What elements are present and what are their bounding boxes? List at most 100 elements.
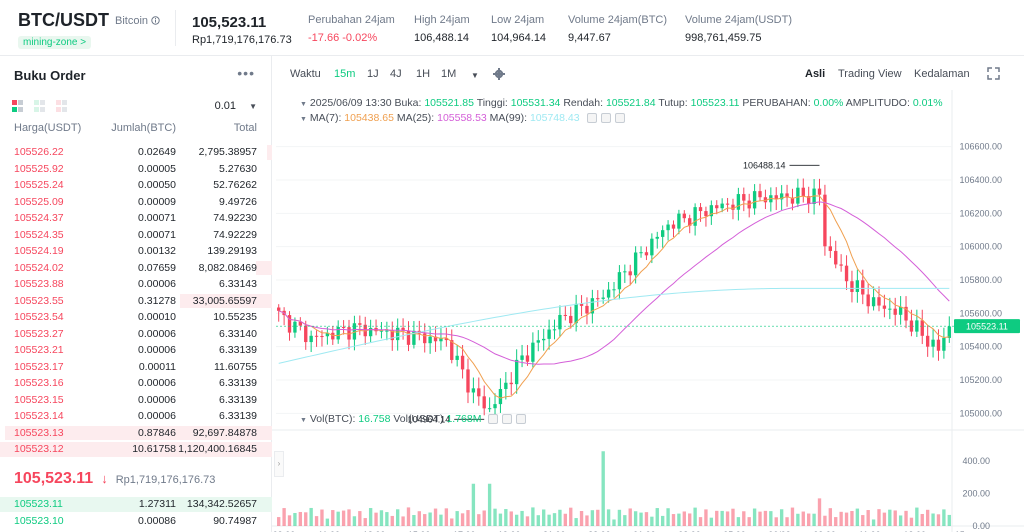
- ask-row[interactable]: 105524.35 0.00071 74.92229: [0, 227, 272, 244]
- ask-row[interactable]: 105523.55 0.31278 33,005.65597: [0, 293, 272, 310]
- candle-body: [736, 194, 741, 210]
- candle-body: [888, 308, 892, 310]
- volume-bar: [417, 511, 421, 526]
- volume-bar: [579, 511, 584, 526]
- ask-row[interactable]: 105523.12 10.61758 1,120,400.16845: [0, 441, 272, 458]
- row-total: 33,005.65597: [192, 294, 257, 307]
- time-label[interactable]: Waktu: [290, 68, 321, 80]
- chart-canvas[interactable]: 106600.00 106400.00 106200.00 106000.00 1058…: [272, 90, 1024, 532]
- interval-1j[interactable]: 1J: [367, 68, 379, 80]
- candle-body: [801, 187, 805, 197]
- candle-body: [277, 307, 281, 311]
- ask-row[interactable]: 105526.22 0.02649 2,795.38957: [0, 144, 272, 161]
- panel-collapse-handle[interactable]: ›: [274, 451, 284, 477]
- bid-row[interactable]: 105523.10 0.00086 90.74987: [0, 513, 272, 530]
- bids-view-icon[interactable]: [34, 100, 46, 112]
- ask-row[interactable]: 105523.17 0.00011 11.60755: [0, 359, 272, 376]
- info-icon[interactable]: [151, 16, 160, 25]
- time-tick-label: 11:00: [859, 530, 881, 532]
- ask-row[interactable]: 105523.88 0.00006 6.33143: [0, 276, 272, 293]
- indicator-close-icon[interactable]: [516, 414, 527, 425]
- ask-row[interactable]: 105523.15 0.00006 6.33139: [0, 392, 272, 409]
- volume-bar: [493, 508, 497, 526]
- candle-body: [817, 188, 822, 195]
- interval-15m[interactable]: 15m: [334, 68, 356, 80]
- fullscreen-icon[interactable]: [987, 67, 1000, 80]
- indicator-settings-icon[interactable]: [502, 414, 513, 425]
- candle-body: [947, 326, 951, 338]
- indicator-close-icon[interactable]: [614, 113, 625, 124]
- pair-title[interactable]: BTC/USDT Bitcoin: [18, 10, 160, 31]
- candle-body: [644, 252, 649, 256]
- indicator-visibility-icon[interactable]: [488, 414, 499, 425]
- legend-collapse-icon[interactable]: ▼: [300, 116, 307, 123]
- bid-row[interactable]: 105523.11 1.27311 134,342.52657: [0, 496, 272, 513]
- volume-bar: [693, 507, 697, 526]
- candle-body: [920, 320, 924, 336]
- volume-bar: [341, 510, 346, 526]
- change-label: PERUBAHAN:: [742, 97, 811, 109]
- mid-price[interactable]: 105,523.11 ↓ Rp1,719,176,176.73: [14, 470, 215, 488]
- zone-tag[interactable]: mining-zone >: [18, 36, 92, 49]
- precision-select[interactable]: 0.01 ▼: [215, 100, 257, 112]
- ask-row[interactable]: 105524.02 0.07659 8,082.08469: [0, 260, 272, 277]
- legend-collapse-icon[interactable]: ▼: [300, 417, 307, 424]
- row-price: 105524.37: [14, 212, 64, 224]
- candle-body: [309, 335, 313, 343]
- candle-body: [807, 196, 811, 204]
- time-tick-label: 09:00: [273, 530, 296, 532]
- row-total: 134,342.52657: [186, 498, 257, 510]
- stat-label: High 24jam: [414, 14, 470, 26]
- volume-bar: [839, 511, 843, 526]
- stat-value: -17.66 -0.02%: [308, 32, 378, 44]
- volume-bar: [542, 509, 546, 526]
- row-amount: 0.00071: [138, 228, 176, 241]
- candlestick-chart[interactable]: 106600.00 106400.00 106200.00 106000.00 1058…: [272, 90, 1024, 532]
- volume-bar: [606, 509, 611, 526]
- ask-row[interactable]: 105525.24 0.00050 52.76262: [0, 177, 272, 194]
- ask-row[interactable]: 105523.21 0.00006 6.33139: [0, 342, 272, 359]
- candle-body: [331, 332, 335, 340]
- volume-bar: [482, 510, 486, 526]
- view-depth[interactable]: Kedalaman: [914, 68, 970, 80]
- candle-body: [547, 329, 551, 339]
- volume-bar: [509, 511, 513, 526]
- last-price-block: 105,523.11 Rp1,719,176,176.73: [192, 14, 292, 46]
- interval-4j[interactable]: 4J: [390, 68, 402, 80]
- interval-1m[interactable]: 1M: [441, 68, 457, 80]
- interval-1h[interactable]: 1H: [416, 68, 431, 80]
- ask-row[interactable]: 105523.14 0.00006 6.33139: [0, 408, 272, 425]
- candle-body: [925, 335, 930, 347]
- pair-symbol[interactable]: BTC/USDT: [18, 10, 109, 30]
- ask-row[interactable]: 105525.92 0.00005 5.27630: [0, 161, 272, 178]
- candle-body: [558, 314, 562, 330]
- ask-row[interactable]: 105523.54 0.00010 10.55235: [0, 309, 272, 326]
- volume-bar: [455, 511, 459, 526]
- volume-bar: [682, 511, 686, 526]
- more-intervals-icon[interactable]: ▼: [471, 71, 479, 80]
- ask-row[interactable]: 105525.09 0.00009 9.49726: [0, 194, 272, 211]
- row-total: 10.55235: [213, 311, 257, 323]
- ma7-value: 105438.65: [344, 112, 394, 124]
- candle-body: [477, 388, 481, 397]
- view-original[interactable]: Asli: [805, 68, 826, 80]
- indicator-visibility-icon[interactable]: [586, 113, 597, 124]
- row-total: 92,697.84878: [192, 426, 257, 439]
- ask-row[interactable]: 105524.19 0.00132 139.29193: [0, 243, 272, 260]
- ask-row[interactable]: 105524.37 0.00071 74.92230: [0, 210, 272, 227]
- candle-body: [536, 340, 540, 343]
- asks-view-icon[interactable]: [56, 100, 68, 112]
- view-tradingview[interactable]: Trading View: [838, 68, 902, 80]
- more-icon[interactable]: •••: [237, 65, 255, 81]
- settings-gear-icon[interactable]: [493, 68, 505, 80]
- ask-row[interactable]: 105523.13 0.87846 92,697.84878: [0, 425, 272, 442]
- ask-row[interactable]: 105523.27 0.00006 6.33140: [0, 326, 272, 343]
- both-sides-view-icon[interactable]: [12, 100, 24, 112]
- legend-collapse-icon[interactable]: ▼: [300, 101, 307, 108]
- price-tick-label: 105800.00: [959, 275, 1002, 285]
- time-tick-label: 11:00: [318, 530, 340, 532]
- indicator-settings-icon[interactable]: [600, 113, 611, 124]
- ask-row[interactable]: 105523.16 0.00006 6.33139: [0, 375, 272, 392]
- stat-change: Perubahan 24jam -17.66 -0.02%: [308, 14, 395, 44]
- volume-bar: [807, 513, 811, 526]
